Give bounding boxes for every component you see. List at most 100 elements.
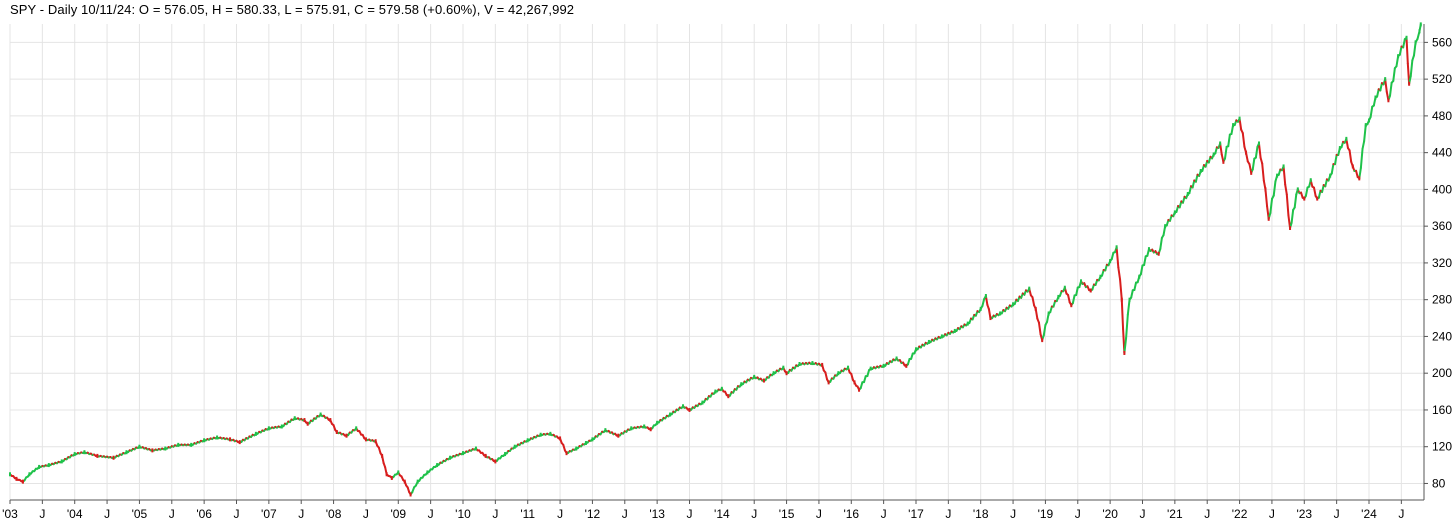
price-point bbox=[649, 427, 652, 432]
price-point bbox=[381, 453, 384, 458]
price-point bbox=[688, 407, 691, 412]
price-segment-up bbox=[1324, 178, 1328, 188]
price-point bbox=[753, 374, 756, 379]
price-point bbox=[1405, 35, 1408, 40]
x-tick-label: J bbox=[363, 507, 369, 521]
price-segment-up bbox=[1272, 180, 1277, 197]
x-tick-label: J bbox=[298, 507, 304, 521]
price-series bbox=[9, 22, 1422, 497]
price-point bbox=[1063, 285, 1066, 290]
price-segment-up bbox=[1359, 147, 1364, 169]
y-tick-label: 80 bbox=[1432, 476, 1446, 490]
price-point bbox=[1303, 196, 1306, 201]
price-segment-up bbox=[1369, 105, 1374, 119]
price-point bbox=[940, 334, 943, 339]
price-point bbox=[335, 430, 338, 434]
price-point bbox=[254, 431, 257, 436]
x-tick-label: J bbox=[1398, 507, 1404, 521]
price-point bbox=[1212, 152, 1215, 157]
price-point bbox=[720, 386, 723, 391]
price-point bbox=[914, 347, 917, 352]
price-segment-up bbox=[1125, 313, 1129, 339]
price-segment-down bbox=[1117, 266, 1122, 281]
price-point bbox=[630, 426, 633, 431]
price-point bbox=[1047, 311, 1050, 316]
price-point bbox=[319, 412, 322, 417]
price-segment-up bbox=[1159, 236, 1163, 250]
price-segment-down bbox=[1037, 321, 1042, 336]
x-tick-label: '23 bbox=[1296, 507, 1312, 521]
price-point bbox=[1364, 123, 1367, 128]
price-segment-up bbox=[1389, 81, 1393, 97]
x-tick-labels: '03 J '04 J '05 J '06 J '07 J '08 J '09 J '10 J '11 J '12 J… bbox=[2, 507, 1404, 521]
price-segment-up bbox=[1304, 186, 1309, 197]
price-segment-down bbox=[1115, 246, 1120, 269]
x-tick-label: J bbox=[686, 507, 692, 521]
price-point bbox=[1358, 176, 1361, 181]
price-point bbox=[60, 459, 63, 464]
price-point bbox=[267, 426, 270, 431]
price-point bbox=[979, 306, 982, 311]
price-point bbox=[1028, 286, 1031, 291]
x-tick-label: '04 bbox=[67, 507, 83, 521]
x-tick-label: J bbox=[492, 507, 498, 521]
price-segment-up bbox=[1139, 264, 1144, 276]
price-segment-up bbox=[1194, 173, 1199, 183]
price-point bbox=[306, 421, 309, 426]
x-tick-label: '09 bbox=[390, 507, 406, 521]
price-segment-down bbox=[1120, 298, 1125, 331]
price-segment-down bbox=[1241, 132, 1246, 148]
x-tick-label: J bbox=[881, 507, 887, 521]
price-point bbox=[1057, 294, 1060, 299]
price-segment-down bbox=[1067, 294, 1071, 304]
x-tick-label: J bbox=[169, 507, 175, 521]
price-segment-up bbox=[1363, 124, 1367, 143]
price-point bbox=[1120, 297, 1123, 302]
price-point bbox=[461, 451, 464, 456]
price-point bbox=[559, 436, 562, 441]
price-point bbox=[966, 321, 969, 326]
price-point bbox=[345, 433, 348, 438]
price-point bbox=[203, 438, 206, 443]
price-segment-down bbox=[1312, 186, 1317, 197]
price-segment-up bbox=[1254, 145, 1259, 159]
price-segment-up bbox=[1123, 336, 1128, 354]
price-point bbox=[1282, 164, 1285, 169]
price-segment-up bbox=[1398, 45, 1403, 56]
price-point bbox=[426, 470, 429, 475]
y-tick-label: 240 bbox=[1432, 329, 1452, 343]
price-segment-up bbox=[1269, 197, 1274, 214]
price-point bbox=[484, 453, 487, 458]
x-tick-label: J bbox=[1075, 507, 1081, 521]
price-segment-up bbox=[1126, 298, 1131, 316]
price-point bbox=[47, 463, 50, 468]
price-point bbox=[1257, 141, 1260, 146]
price-point bbox=[984, 294, 987, 298]
price-point bbox=[953, 328, 956, 333]
x-tick-label: J bbox=[1334, 507, 1340, 521]
price-segment-up bbox=[859, 381, 864, 390]
price-point bbox=[798, 362, 801, 366]
price-point bbox=[1186, 192, 1189, 196]
x-tick-label: J bbox=[751, 507, 757, 521]
price-point bbox=[1232, 123, 1235, 128]
price-point bbox=[772, 371, 775, 376]
price-point bbox=[1157, 251, 1160, 256]
x-tick-label: '07 bbox=[261, 507, 277, 521]
x-tick-label: J bbox=[557, 507, 563, 521]
price-point bbox=[1245, 150, 1248, 155]
price-point bbox=[539, 432, 542, 437]
price-segment-up bbox=[1392, 67, 1396, 82]
price-point bbox=[1219, 141, 1222, 146]
x-tick-label: J bbox=[233, 507, 239, 521]
price-segment-down bbox=[1284, 183, 1288, 196]
price-segment-up bbox=[1133, 281, 1138, 291]
y-tick-label: 520 bbox=[1432, 72, 1452, 86]
price-point bbox=[513, 444, 516, 449]
price-point bbox=[9, 472, 11, 477]
x-tick-label: '06 bbox=[196, 507, 212, 521]
y-tick-label: 560 bbox=[1432, 35, 1452, 49]
price-point bbox=[1374, 95, 1377, 100]
price-point bbox=[785, 371, 788, 376]
